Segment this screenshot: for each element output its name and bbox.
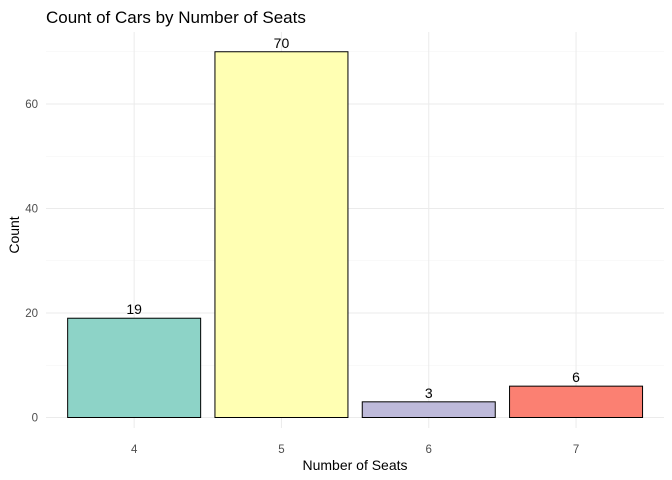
data-label: 70	[274, 35, 290, 51]
bar-seats-7	[509, 385, 644, 418]
data-label: 6	[572, 369, 580, 385]
data-labels: 19 70 3 6	[126, 35, 580, 401]
y-tick-label: 40	[25, 204, 38, 216]
chart-title: Count of Cars by Number of Seats	[46, 8, 306, 27]
y-tick-label: 0	[32, 413, 38, 425]
x-tick-label: 6	[426, 444, 432, 456]
y-tick-label: 60	[25, 99, 38, 111]
x-tick-label: 5	[278, 444, 284, 456]
bar-seats-4	[67, 317, 202, 419]
data-label: 3	[425, 385, 433, 401]
x-tick-label: 7	[573, 444, 579, 456]
bar-seats-5	[214, 51, 349, 418]
y-axis-title: Count	[6, 216, 22, 253]
y-tick-label: 20	[25, 308, 38, 320]
x-axis-ticks: 4 5 6 7	[131, 444, 579, 456]
bars	[67, 51, 644, 419]
bar-seats-6	[361, 401, 496, 419]
data-label: 19	[126, 301, 142, 317]
x-axis-title: Number of Seats	[302, 457, 407, 473]
x-tick-label: 4	[131, 444, 138, 456]
y-axis-ticks: 0 20 40 60	[25, 99, 38, 425]
